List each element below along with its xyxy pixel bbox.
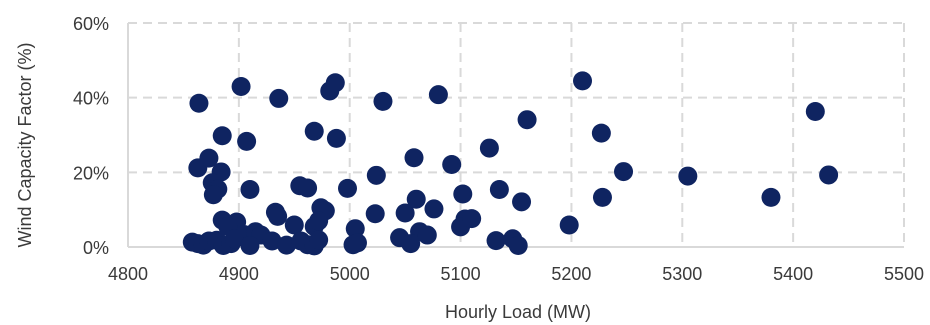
data-point: [819, 165, 839, 185]
data-point: [805, 101, 825, 121]
data-point: [678, 166, 698, 186]
data-point: [373, 91, 393, 111]
data-point: [591, 123, 611, 143]
data-point: [298, 178, 318, 198]
data-point: [189, 93, 209, 113]
data-point: [277, 235, 297, 255]
y-tick-label: 60%: [73, 14, 109, 34]
data-point: [231, 76, 251, 96]
data-point: [240, 180, 260, 200]
data-point: [508, 236, 528, 256]
data-points: [182, 71, 839, 256]
y-tick-label: 0%: [83, 238, 109, 258]
data-point: [453, 184, 473, 204]
data-point: [442, 154, 462, 174]
data-point: [489, 180, 509, 200]
data-point: [199, 148, 219, 168]
data-point: [269, 88, 289, 108]
data-point: [401, 234, 421, 254]
data-point: [262, 231, 282, 251]
x-tick-label: 4900: [219, 264, 259, 284]
data-point: [462, 209, 482, 229]
data-point: [395, 203, 415, 223]
data-point: [325, 73, 345, 93]
data-point: [479, 138, 499, 158]
data-point: [573, 71, 593, 91]
data-point: [347, 233, 367, 253]
x-tick-label: 5500: [884, 264, 924, 284]
data-point: [365, 204, 385, 224]
data-point: [404, 148, 424, 168]
data-point: [326, 128, 346, 148]
data-point: [428, 85, 448, 105]
y-axis-title: Wind Capacity Factor (%): [15, 42, 35, 247]
data-point: [366, 165, 386, 185]
y-tick-label: 20%: [73, 163, 109, 183]
data-point: [345, 219, 365, 239]
data-point: [424, 199, 444, 219]
data-point: [284, 215, 304, 235]
data-point: [486, 231, 506, 251]
x-tick-label: 5300: [662, 264, 702, 284]
data-point: [268, 206, 288, 226]
data-point: [240, 236, 260, 256]
data-point: [559, 215, 579, 235]
data-point: [592, 187, 612, 207]
x-tick-label: 5400: [773, 264, 813, 284]
data-point: [304, 121, 324, 141]
y-tick-label: 40%: [73, 89, 109, 109]
data-point: [309, 211, 329, 231]
x-tick-label: 5200: [551, 264, 591, 284]
data-point: [224, 229, 244, 249]
data-point: [203, 185, 223, 205]
data-point: [417, 225, 437, 245]
x-tick-label: 4800: [108, 264, 148, 284]
y-tick-labels: 0% 20% 40% 60%: [73, 14, 109, 258]
data-point: [517, 110, 537, 130]
data-point: [337, 178, 357, 198]
data-point: [761, 187, 781, 207]
data-point: [212, 126, 232, 146]
x-tick-label: 5000: [330, 264, 370, 284]
data-point: [512, 192, 532, 212]
x-axis-title: Hourly Load (MW): [445, 302, 591, 322]
x-tick-label: 5100: [441, 264, 481, 284]
data-point: [309, 230, 329, 250]
gridlines: [128, 22, 905, 247]
data-point: [614, 162, 634, 182]
data-point: [237, 131, 257, 151]
x-tick-labels: 4800 4900 5000 5100 5200 5300 5400 5500: [108, 264, 924, 284]
data-point: [406, 189, 426, 209]
